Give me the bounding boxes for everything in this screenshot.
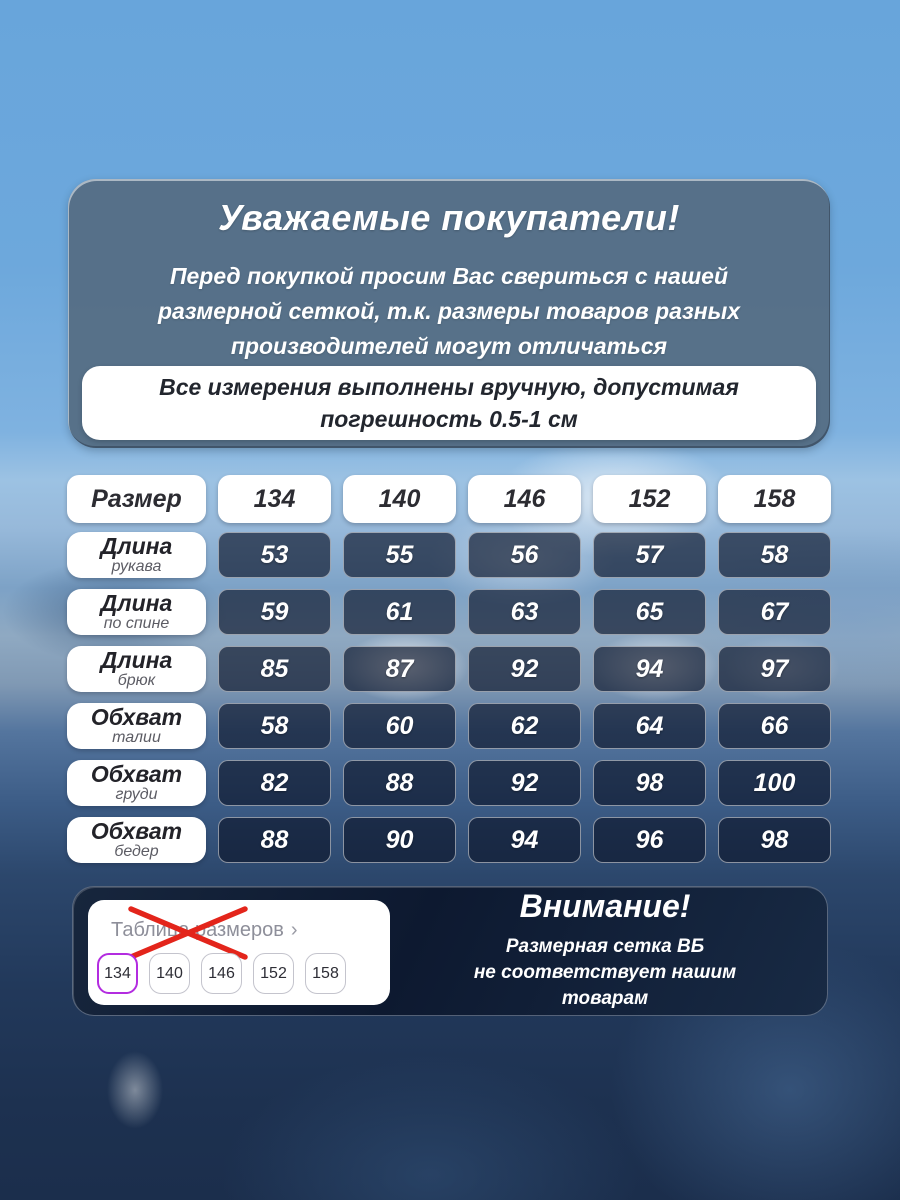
size-column-header: 152 <box>593 475 706 523</box>
size-column-header: 146 <box>468 475 581 523</box>
table-cell: 96 <box>593 817 706 863</box>
warning-line: Размерная сетка ВБ <box>505 936 705 957</box>
table-cell: 58 <box>218 703 331 749</box>
table-cell: 61 <box>343 589 456 635</box>
size-chip[interactable]: 140 <box>149 953 190 994</box>
table-cell: 94 <box>593 646 706 692</box>
table-cell: 57 <box>593 532 706 578</box>
table-cell: 53 <box>218 532 331 578</box>
row-label-sleeve-length: Длина рукава <box>67 532 206 578</box>
table-cell: 82 <box>218 760 331 806</box>
table-cell: 94 <box>468 817 581 863</box>
warning-title: Внимание! <box>519 888 691 924</box>
table-cell: 97 <box>718 646 831 692</box>
table-cell: 98 <box>593 760 706 806</box>
size-table-corner-header: Размер <box>67 475 206 523</box>
table-cell: 98 <box>718 817 831 863</box>
warning-line: товарам <box>561 988 649 1009</box>
table-cell: 64 <box>593 703 706 749</box>
notice-title: Уважаемые покупатели! <box>218 197 680 238</box>
table-cell: 62 <box>468 703 581 749</box>
table-cell: 59 <box>218 589 331 635</box>
table-cell: 92 <box>468 760 581 806</box>
marketplace-size-widget: Таблица размеров › 134 140 146 152 158 <box>88 900 390 1005</box>
notice-body-line: размерной сеткой, т.к. размеры товаров р… <box>157 298 741 324</box>
row-label-waist: Обхват талии <box>67 703 206 749</box>
table-cell: 87 <box>343 646 456 692</box>
size-column-header: 158 <box>718 475 831 523</box>
warning-line: не соответствует нашим <box>473 962 737 983</box>
table-cell: 56 <box>468 532 581 578</box>
notice-card: Уважаемые покупатели! Перед покупкой про… <box>68 179 830 448</box>
size-chip[interactable]: 146 <box>201 953 242 994</box>
table-cell: 88 <box>218 817 331 863</box>
row-label-trouser-length: Длина брюк <box>67 646 206 692</box>
measurement-note-line: погрешность 0.5-1 см <box>320 406 578 432</box>
size-column-header: 134 <box>218 475 331 523</box>
red-cross-icon <box>128 906 248 960</box>
table-cell: 66 <box>718 703 831 749</box>
table-cell: 92 <box>468 646 581 692</box>
table-cell: 58 <box>718 532 831 578</box>
warning-card: Таблица размеров › 134 140 146 152 158 Вн… <box>72 886 828 1016</box>
chevron-right-icon: › <box>290 919 298 941</box>
warning-text-block: Внимание! Размерная сетка ВБ не соответс… <box>395 888 815 1009</box>
table-cell: 55 <box>343 532 456 578</box>
measurement-note-line: Все измерения выполнены вручную, допусти… <box>159 374 739 400</box>
row-label-back-length: Длина по спине <box>67 589 206 635</box>
table-cell: 60 <box>343 703 456 749</box>
notice-body: Перед покупкой просим Вас свериться с на… <box>68 259 830 364</box>
size-chip[interactable]: 158 <box>305 953 346 994</box>
table-cell: 63 <box>468 589 581 635</box>
size-chip[interactable]: 134 <box>97 953 138 994</box>
table-cell: 85 <box>218 646 331 692</box>
table-cell: 67 <box>718 589 831 635</box>
size-column-header: 140 <box>343 475 456 523</box>
table-cell: 88 <box>343 760 456 806</box>
row-label-hips: Обхват бедер <box>67 817 206 863</box>
notice-body-line: Перед покупкой просим Вас свериться с на… <box>169 263 729 289</box>
size-chip-group: 134 140 146 152 158 <box>97 953 346 994</box>
size-table: Размер 134 140 146 152 158 Длина рукава … <box>67 475 831 863</box>
size-chip[interactable]: 152 <box>253 953 294 994</box>
notice-body-line: производителей могут отличаться <box>230 333 668 359</box>
table-cell: 90 <box>343 817 456 863</box>
row-label-chest: Обхват груди <box>67 760 206 806</box>
table-cell: 65 <box>593 589 706 635</box>
measurement-note: Все измерения выполнены вручную, допусти… <box>82 366 816 440</box>
table-cell: 100 <box>718 760 831 806</box>
